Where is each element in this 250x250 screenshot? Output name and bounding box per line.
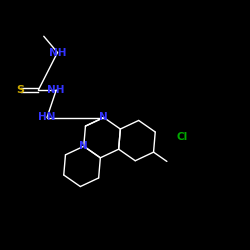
- Text: HN: HN: [38, 112, 56, 122]
- Text: N: N: [100, 112, 108, 122]
- Text: Cl: Cl: [177, 132, 188, 142]
- Text: NH: NH: [49, 48, 66, 58]
- Text: S: S: [16, 85, 24, 95]
- Text: N: N: [80, 141, 88, 151]
- Text: NH: NH: [48, 85, 65, 95]
